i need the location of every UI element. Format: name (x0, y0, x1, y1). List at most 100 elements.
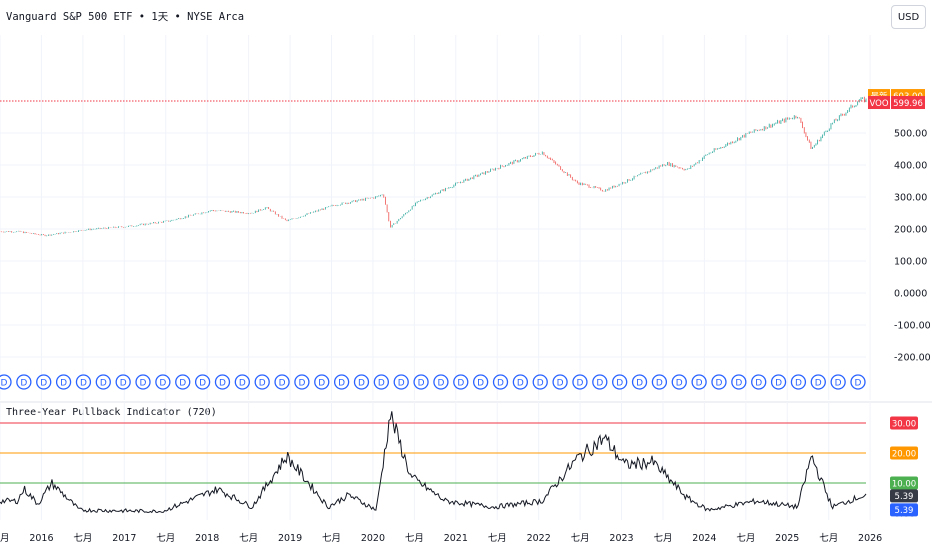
event-marker-label: D (576, 379, 583, 389)
event-marker-circle (294, 374, 310, 390)
event-marker-circle (16, 374, 32, 390)
indicator-tag-bg (890, 446, 918, 460)
x-tick-label: 2025 (775, 533, 799, 544)
chart-title: Vanguard S&P 500 ETF • 1天 • NYSE Arca (6, 11, 245, 23)
y-tick-label: 0.0000 (894, 289, 927, 300)
event-marker-label: D (60, 379, 67, 389)
event-marker-label: D (735, 379, 742, 389)
x-tick-label: 七月 (736, 533, 755, 544)
x-tick-label: 2024 (692, 533, 716, 544)
x-tick-label: 七月 (653, 533, 672, 544)
event-marker-circle (194, 374, 211, 390)
price-candles (0, 96, 867, 237)
event-marker-label: D (199, 379, 206, 389)
indicator-tag-value: 10.00 (892, 479, 916, 489)
event-marker-label: D (338, 379, 345, 389)
event-marker-circle (711, 374, 727, 390)
event-marker-circle (830, 374, 846, 390)
event-marker-circle (770, 374, 787, 390)
event-marker-label: D (219, 379, 226, 389)
event-marker-circle (55, 374, 72, 390)
event-marker-label: D (815, 379, 822, 389)
event-marker-circle (651, 374, 668, 390)
event-marker-circle (532, 374, 548, 390)
event-marker-label: D (716, 379, 723, 389)
event-marker-label: D (696, 379, 703, 389)
event-marker-circle (731, 374, 747, 390)
event-marker-circle (353, 374, 370, 390)
event-marker-circle (413, 374, 429, 390)
indicator-tag-value: 20.00 (892, 449, 916, 459)
event-marker-circle (751, 374, 767, 390)
x-tick-label: 七月 (488, 533, 507, 544)
y-tick-label: 100.00 (894, 257, 927, 268)
indicator-tag-bg (890, 416, 918, 430)
event-marker-label: D (636, 379, 643, 389)
event-marker-label: D (835, 379, 842, 389)
event-marker-label: D (140, 379, 147, 389)
currency-button[interactable]: USD (891, 5, 926, 29)
event-marker-circle (135, 374, 151, 390)
event-marker-circle (234, 374, 250, 390)
event-marker-circle (810, 374, 826, 390)
event-marker-label: D (1, 379, 8, 389)
x-tick-label: 2016 (29, 533, 53, 544)
event-marker-circle (433, 374, 449, 390)
event-marker-circle (254, 374, 270, 390)
event-marker-label: D (80, 379, 87, 389)
event-marker-label: D (616, 379, 623, 389)
event-marker-circle (314, 374, 330, 390)
event-marker-label: D (656, 379, 663, 389)
event-marker-circle (333, 374, 350, 390)
event-marker-label: D (755, 379, 762, 389)
event-marker-label: D (537, 379, 544, 389)
indicator-tag-value: 30.00 (892, 419, 916, 429)
event-marker-circle (790, 374, 807, 390)
event-marker-label: D (279, 379, 286, 389)
event-marker-label: D (676, 379, 683, 389)
event-marker-label: D (457, 379, 464, 389)
event-marker-label: D (179, 379, 186, 389)
event-marker-label: D (517, 379, 524, 389)
y-tick-label: -200.00 (894, 353, 931, 364)
event-marker-label: D (239, 379, 246, 389)
event-marker-label: D (120, 379, 127, 389)
event-marker-circle (572, 374, 588, 390)
event-marker-circle (850, 374, 866, 390)
event-marker-circle (552, 374, 568, 390)
x-tick-label: 七月 (571, 533, 590, 544)
event-marker-label: D (477, 379, 484, 389)
event-marker-circle (393, 374, 409, 390)
price-tag-value-bg (891, 96, 925, 110)
x-tick-label: 2021 (444, 533, 468, 544)
event-marker-circle (671, 374, 687, 390)
x-tick-label: 2026 (858, 533, 882, 544)
y-tick-label: 500.00 (894, 129, 927, 140)
event-marker-label: D (437, 379, 444, 389)
event-marker-label: D (40, 379, 47, 389)
event-marker-circle (631, 374, 648, 390)
event-marker-circle (36, 374, 52, 390)
indicator-tag-bg (890, 503, 918, 517)
event-marker-label: D (259, 379, 266, 389)
event-marker-circle (453, 374, 469, 390)
x-tick-label: 2023 (609, 533, 633, 544)
event-marker-label: D (20, 379, 27, 389)
event-marker-circle (691, 374, 707, 390)
x-tick-label: 七月 (239, 533, 258, 544)
event-marker-label: D (855, 379, 862, 389)
event-marker-label: D (358, 379, 365, 389)
y-tick-label: -100.00 (894, 321, 931, 332)
x-tick-label: 2020 (361, 533, 385, 544)
event-marker-circle (0, 374, 12, 390)
x-tick-label: 七月 (0, 533, 10, 544)
event-marker-circle (592, 374, 608, 390)
event-marker-circle (373, 374, 389, 390)
x-tick-label: 2017 (112, 533, 136, 544)
event-marker-circle (473, 374, 489, 390)
event-marker-label: D (418, 379, 425, 389)
event-marker-label: D (596, 379, 603, 389)
indicator-line (0, 411, 867, 514)
